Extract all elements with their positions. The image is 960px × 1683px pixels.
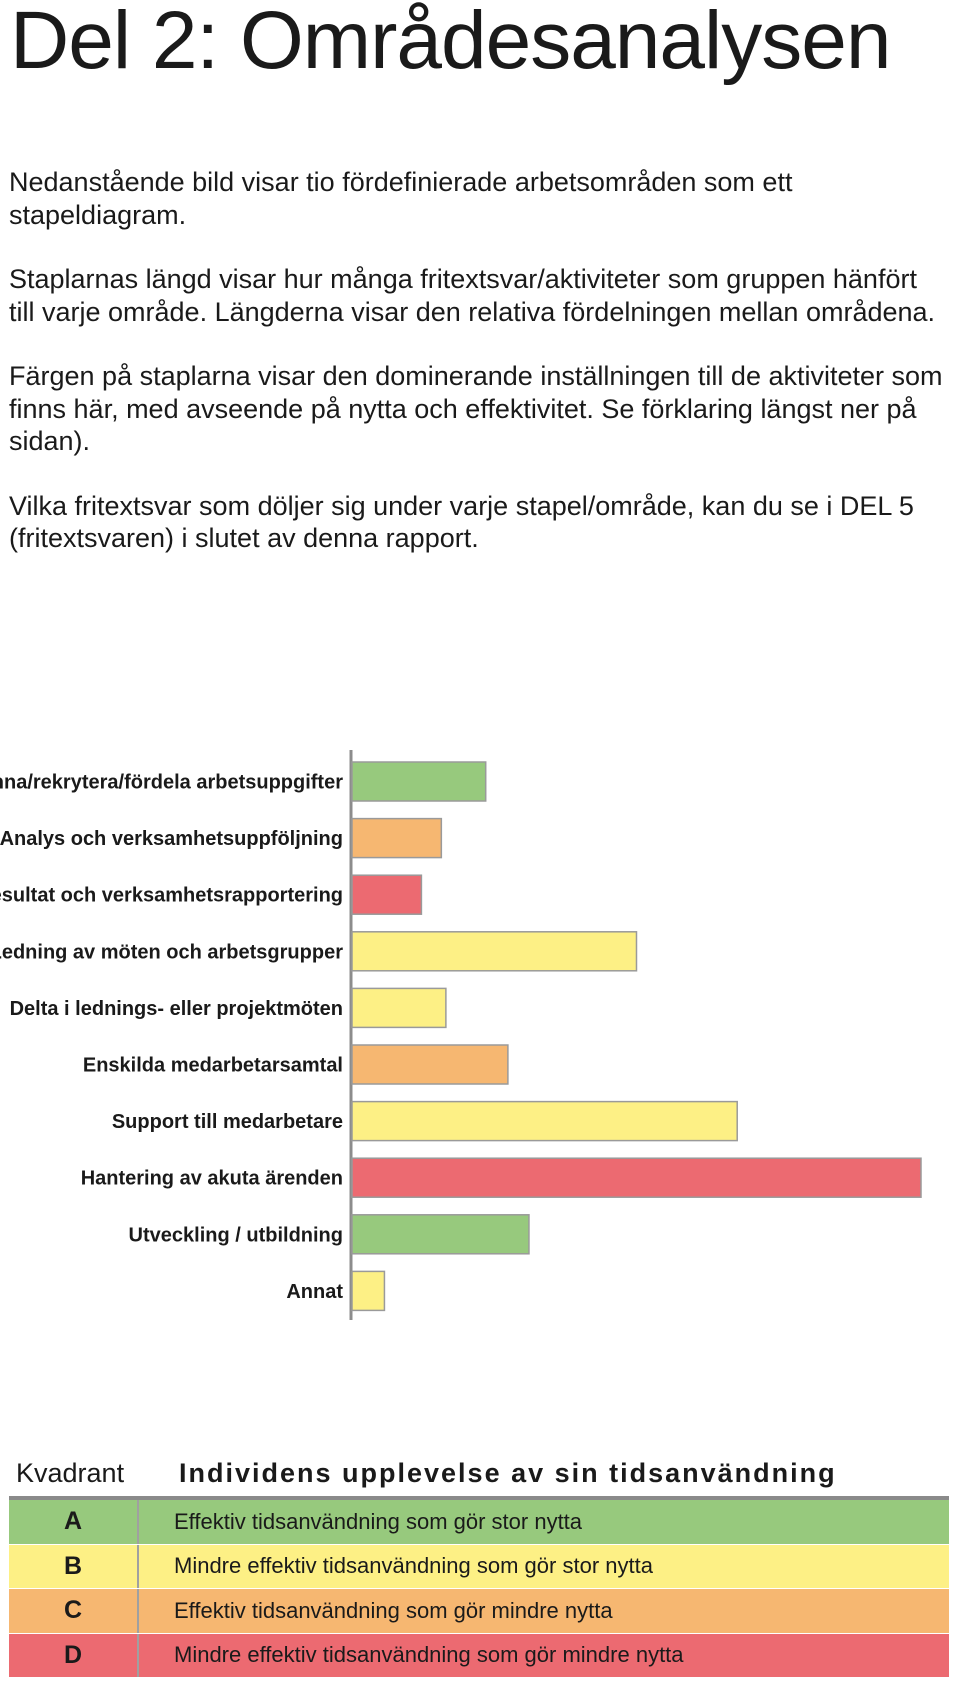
bar (351, 761, 487, 802)
legend-row-a: A Effektiv tidsanvändning som gör stor ny… (9, 1500, 949, 1545)
bar-label: Hantering av akuta ärenden (81, 1168, 343, 1190)
legend-description: Effektiv tidsanvändning som gör stor nyt… (174, 1508, 583, 1534)
legend-rows: A Effektiv tidsanvändning som gör stor ny… (9, 1500, 949, 1678)
legend-col1-header: Kvadrant (16, 1458, 125, 1488)
legend-description: Mindre effektiv tidsanvändning som gör m… (174, 1642, 684, 1668)
bar-label: Enskilda medarbetarsamtal (83, 1055, 343, 1077)
bar-label: Ledning av möten och arbetsgrupper (0, 941, 343, 963)
bar-label: Resultat och verksamhetsrapportering (0, 885, 343, 907)
bar (351, 1157, 922, 1198)
legend-code: B (9, 1544, 139, 1588)
bar (351, 1100, 738, 1142)
bar (351, 1044, 509, 1085)
bar (351, 987, 447, 1029)
bar-label: Bemanna/rekrytera/fördela arbetsuppgifte… (0, 772, 343, 794)
intro-paragraph: Färgen på staplarna visar den dominerand… (9, 361, 943, 456)
legend-header: Kvadrant Individens upplevelse av sin ti… (9, 1452, 949, 1496)
intro-text: Nedanstående bild visar tio fördefiniera… (9, 166, 949, 587)
bar (351, 1270, 386, 1312)
legend-code: D (9, 1633, 139, 1677)
legend-col2-header: Individens upplevelse av sin tidsanvändn… (179, 1458, 837, 1488)
bar-label: Delta i lednings- eller projektmöten (10, 998, 343, 1020)
bar-label: Support till medarbetare (112, 1111, 343, 1133)
legend-code: C (9, 1589, 139, 1633)
bar-label: Annat (286, 1281, 343, 1303)
legend-row-d: D Mindre effektiv tidsanvändning som gör … (9, 1633, 949, 1678)
page-title: Del 2: Områdesanalysen (10, 0, 891, 86)
legend-description: Mindre effektiv tidsanvändning som gör s… (174, 1553, 653, 1579)
legend-code: A (9, 1500, 139, 1544)
bar (351, 931, 638, 972)
legend-row-b: B Mindre effektiv tidsanvändning som gör … (9, 1544, 949, 1589)
bar-label: Utveckling / utbildning (129, 1224, 343, 1246)
area-bar-chart: Bemanna/rekrytera/fördela arbetsuppgifte… (0, 750, 922, 1320)
intro-paragraph: Vilka fritextsvar som döljer sig under v… (9, 490, 914, 554)
intro-paragraph: Staplarnas längd visar hur många fritext… (9, 264, 936, 327)
bar-label: Analys och verksamhetsuppföljning (0, 828, 343, 850)
legend-divider (9, 1496, 949, 1500)
legend-description: Effektiv tidsanvändning som gör mindre n… (174, 1597, 613, 1623)
bar (351, 817, 443, 859)
quadrant-legend: Kvadrant Individens upplevelse av sin ti… (9, 1452, 949, 1678)
bar (351, 1214, 530, 1255)
legend-row-c: C Effektiv tidsanvändning som gör mindre … (9, 1589, 949, 1634)
bar (351, 874, 423, 915)
intro-paragraph: Nedanstående bild visar tio fördefiniera… (9, 167, 793, 230)
